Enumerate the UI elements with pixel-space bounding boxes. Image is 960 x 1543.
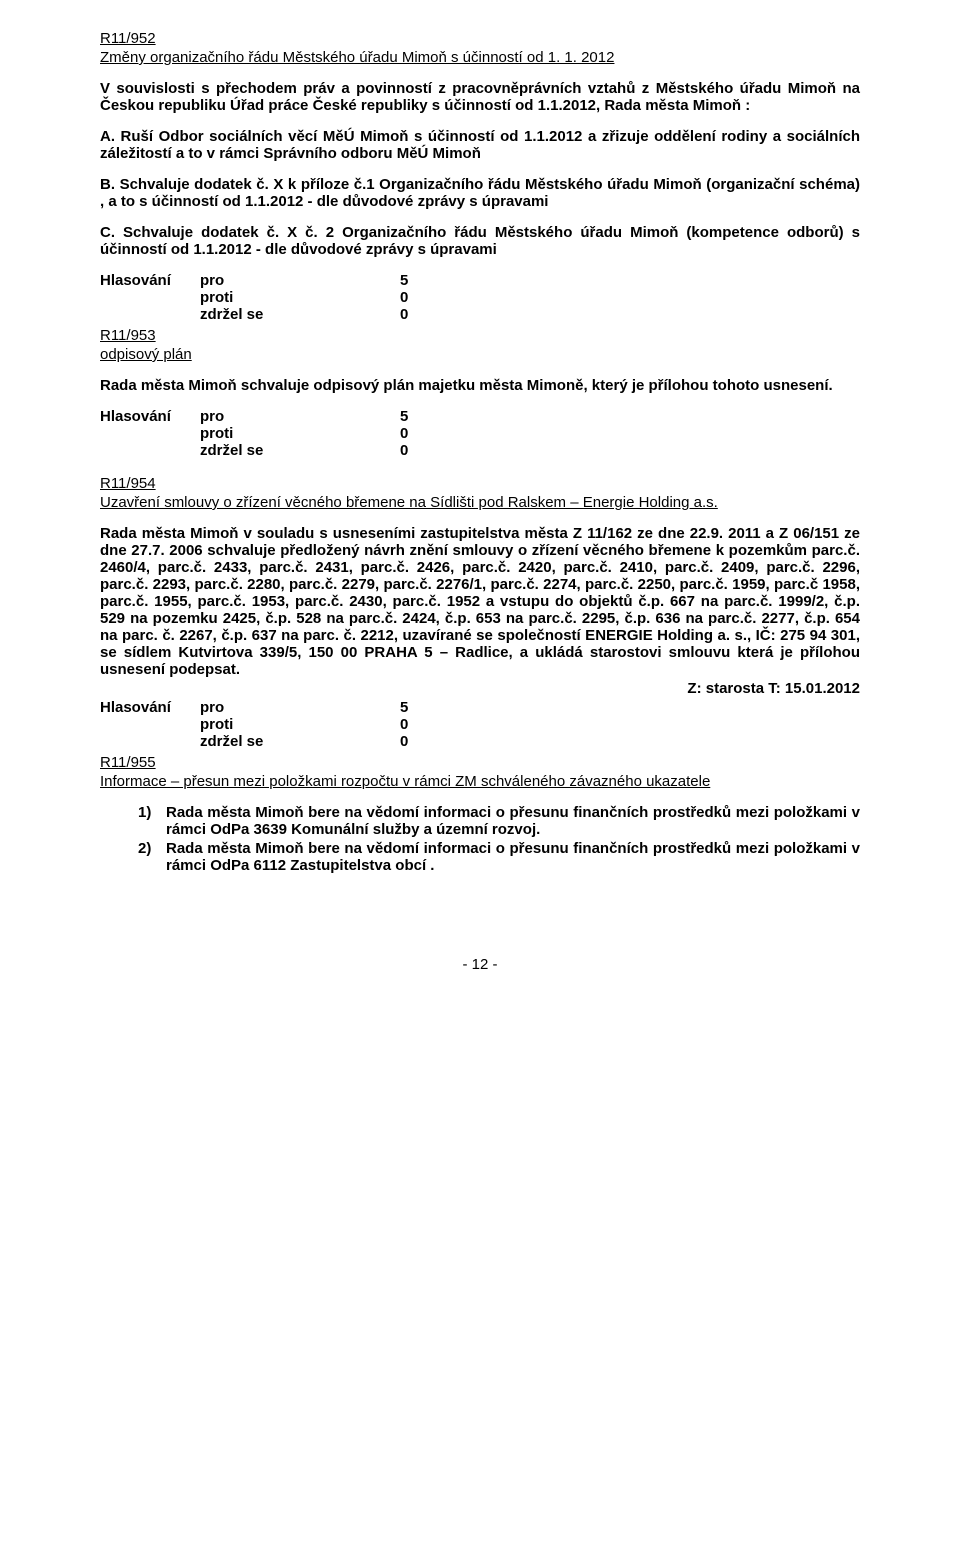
list-item: 1) Rada města Mimoň bere na vědomí infor… — [138, 804, 860, 838]
r952-item-b: B. Schvaluje dodatek č. X k příloze č.1 … — [100, 176, 860, 210]
r955-item2: Rada města Mimoň bere na vědomí informac… — [166, 840, 860, 874]
list-bullet: 1) — [138, 804, 166, 838]
vote-zdrzel-value: 0 — [400, 306, 440, 323]
list-item: 2) Rada města Mimoň bere na vědomí infor… — [138, 840, 860, 874]
vote-pro-value: 5 — [400, 408, 440, 425]
r953-id: R11/953 — [100, 327, 860, 344]
vote-label: Hlasování — [100, 408, 200, 425]
vote-proti-label: proti — [200, 716, 400, 733]
page-container: R11/952 Změny organizačního řádu Městské… — [50, 0, 910, 1005]
vote-pro-label: pro — [200, 408, 400, 425]
vote-zdrzel-value: 0 — [400, 442, 440, 459]
vote-proti-value: 0 — [400, 425, 440, 442]
r953-title: odpisový plán — [100, 346, 860, 363]
vote-proti-value: 0 — [400, 289, 440, 306]
vote-zdrzel-label: zdržel se — [200, 306, 400, 323]
r955-item1: Rada města Mimoň bere na vědomí informac… — [166, 804, 860, 838]
vote-block: Hlasování pro 5 proti 0 zdržel se 0 — [100, 272, 440, 323]
r954-title: Uzavření smlouvy o zřízení věcného břeme… — [100, 494, 860, 511]
vote-label: Hlasování — [100, 699, 200, 716]
vote-proti-label: proti — [200, 289, 400, 306]
r954-note: Z: starosta T: 15.01.2012 — [100, 680, 860, 697]
r954-text: Rada města Mimoň v souladu s usneseními … — [100, 525, 860, 678]
vote-pro-label: pro — [200, 699, 400, 716]
page-number: - 12 - — [100, 956, 860, 973]
r953-text: Rada města Mimoň schvaluje odpisový plán… — [100, 377, 860, 394]
vote-pro-label: pro — [200, 272, 400, 289]
vote-zdrzel-value: 0 — [400, 733, 440, 750]
r952-intro: V souvislosti s přechodem práv a povinno… — [100, 80, 860, 114]
r955-id: R11/955 — [100, 754, 860, 771]
r952-id: R11/952 — [100, 30, 860, 47]
r955-title: Informace – přesun mezi položkami rozpoč… — [100, 773, 860, 790]
r954-id: R11/954 — [100, 475, 860, 492]
vote-proti-value: 0 — [400, 716, 440, 733]
r955-list: 1) Rada města Mimoň bere na vědomí infor… — [100, 804, 860, 874]
vote-pro-value: 5 — [400, 699, 440, 716]
r952-item-a: A. Ruší Odbor sociálních věcí MěÚ Mimoň … — [100, 128, 860, 162]
r952-item-c: C. Schvaluje dodatek č. X č. 2 Organizač… — [100, 224, 860, 258]
vote-pro-value: 5 — [400, 272, 440, 289]
vote-zdrzel-label: zdržel se — [200, 733, 400, 750]
vote-block: Hlasování pro 5 proti 0 zdržel se 0 — [100, 699, 440, 750]
vote-label: Hlasování — [100, 272, 200, 289]
vote-block: Hlasování pro 5 proti 0 zdržel se 0 — [100, 408, 440, 459]
vote-proti-label: proti — [200, 425, 400, 442]
vote-zdrzel-label: zdržel se — [200, 442, 400, 459]
list-bullet: 2) — [138, 840, 166, 874]
r952-title: Změny organizačního řádu Městského úřadu… — [100, 49, 860, 66]
